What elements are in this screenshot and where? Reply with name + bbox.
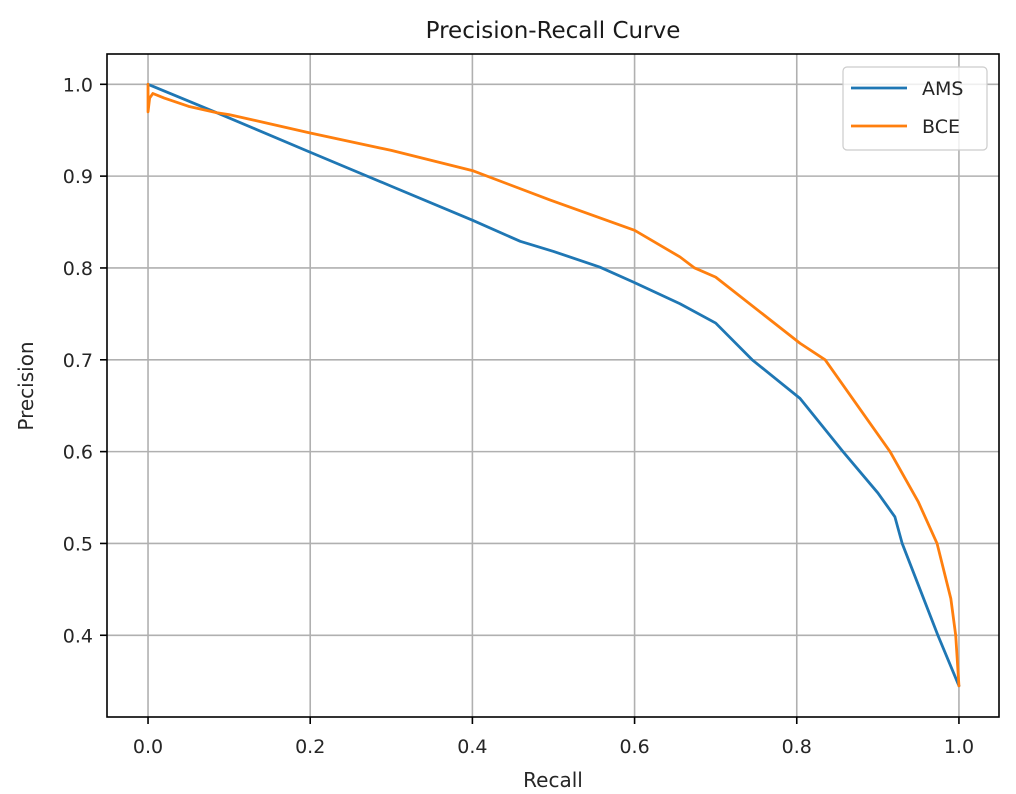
y-tick-label: 0.9 (63, 166, 93, 188)
y-tick-label: 0.4 (63, 625, 93, 647)
y-tick-label: 0.8 (63, 258, 93, 280)
x-tick-label: 0.6 (619, 736, 649, 758)
plot-background (107, 54, 999, 717)
legend-label-bce: BCE (922, 116, 960, 138)
x-tick-label: 1.0 (944, 736, 974, 758)
grid (107, 54, 999, 717)
x-tick-label: 0.0 (133, 736, 163, 758)
legend-box (842, 66, 988, 151)
y-axis-label: Precision (14, 341, 38, 430)
y-tick-label: 0.6 (63, 442, 93, 464)
x-tick-label: 0.8 (782, 736, 812, 758)
y-tick-label: 0.5 (63, 533, 93, 555)
x-tick-label: 0.2 (295, 736, 325, 758)
legend: AMS BCE (842, 66, 988, 151)
x-tick-label: 0.4 (457, 736, 487, 758)
chart-title: Precision-Recall Curve (426, 18, 681, 44)
series-line-bce (146, 82, 961, 688)
x-axis-ticks: 0.0 0.2 0.4 0.6 0.8 1.0 (133, 717, 974, 758)
plot-frame (106, 53, 1000, 718)
y-tick-label: 1.0 (63, 74, 93, 96)
y-tick-label: 0.7 (63, 350, 93, 372)
x-axis-label: Recall (523, 768, 583, 792)
series-layer (146, 82, 961, 688)
series-line-ams (146, 82, 961, 688)
y-axis-ticks: 0.4 0.5 0.6 0.7 0.8 0.9 1.0 (63, 74, 107, 647)
legend-label-ams: AMS (922, 78, 963, 100)
